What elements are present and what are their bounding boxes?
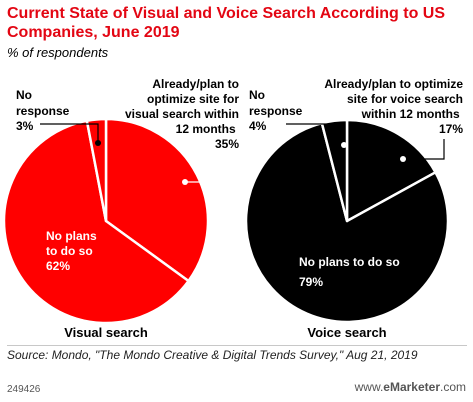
label-visual-noplans-value: 62% — [46, 259, 70, 273]
visual-slice-no-plans — [2, 119, 190, 325]
label-visual-optimize-l3: visual search within — [125, 107, 239, 121]
label-visual-noresponse-l1: No — [16, 88, 32, 102]
chart-title: Current State of Visual and Voice Search… — [7, 5, 446, 41]
brand-suffix: .com — [439, 380, 466, 394]
label-voice-optimize: Already/plan to optimize site for voice s… — [324, 77, 463, 136]
label-voice-optimize-l2: site for voice search — [347, 92, 463, 106]
label-visual-optimize-l1: Already/plan to — [152, 77, 239, 91]
visual-slice-no-response — [85, 117, 108, 223]
label-voice-noplans: No plans to do so 79% — [299, 255, 403, 289]
chart-subtitle: % of respondents — [7, 45, 109, 60]
label-voice-noresponse-value: 4% — [249, 119, 267, 133]
callout-line-noresponse-voice — [286, 123, 345, 145]
label-visual-noresponse-l2: response — [16, 104, 70, 118]
label-visual-optimize-l4: 12 months — [176, 122, 236, 136]
label-voice-optimize-value: 17% — [439, 122, 463, 136]
source-note: Source: Mondo, "The Mondo Creative & Dig… — [7, 348, 418, 362]
voice-search-pie: No response 4% Already/plan to optimize si… — [244, 77, 463, 340]
visual-search-slices — [2, 117, 210, 325]
voice-search-slices — [244, 118, 450, 324]
label-voice-noresponse-l1: No — [249, 88, 265, 102]
callout-dot-optimize-voice — [400, 156, 406, 162]
label-voice-noresponse-l2: response — [249, 104, 303, 118]
label-voice-optimize-l3: within 12 months — [361, 107, 460, 121]
callout-line-noresponse-visual — [40, 123, 99, 143]
visual-search-pie: No response 3% Already/plan to optimize si… — [2, 77, 239, 340]
callout-dot-noresponse-voice — [341, 142, 347, 148]
brand-name: eMarketer — [383, 380, 440, 394]
callout-dot-noresponse-visual — [95, 140, 101, 146]
label-visual-noplans-l2: to do so — [46, 244, 93, 258]
voice-search-label: Voice search — [307, 325, 386, 340]
label-visual-optimize: Already/plan to optimize site for visual s… — [125, 77, 239, 151]
label-voice-noresponse: No response 4% — [249, 88, 306, 133]
chart-id: 249426 — [7, 384, 41, 395]
callout-dot-optimize-visual — [182, 179, 188, 185]
voice-slice-optimize — [345, 118, 437, 223]
label-visual-noresponse: No response 3% — [16, 88, 73, 133]
label-visual-optimize-value: 35% — [215, 137, 239, 151]
label-visual-noplans: No plans to do so 62% — [46, 229, 97, 273]
label-visual-noresponse-value: 3% — [16, 119, 34, 133]
label-voice-noplans-value: 79% — [299, 275, 323, 289]
label-visual-noplans-l1: No plans — [46, 229, 97, 243]
callout-line-optimize-voice — [403, 139, 445, 160]
callout-line-optimize-visual — [185, 158, 236, 183]
label-visual-optimize-l2: optimize site for — [147, 92, 239, 106]
emarketer-logo: www.eMarketer.com — [355, 380, 466, 394]
label-voice-optimize-l1: Already/plan to optimize — [324, 77, 463, 91]
voice-slice-no-plans — [244, 121, 450, 324]
voice-slice-no-response — [320, 118, 349, 223]
visual-search-label: Visual search — [64, 325, 148, 340]
label-voice-noplans-l1: No plans to do so — [299, 255, 400, 269]
footer-divider — [7, 345, 467, 346]
brand-prefix: www. — [354, 380, 384, 394]
visual-slice-optimize — [104, 117, 210, 283]
